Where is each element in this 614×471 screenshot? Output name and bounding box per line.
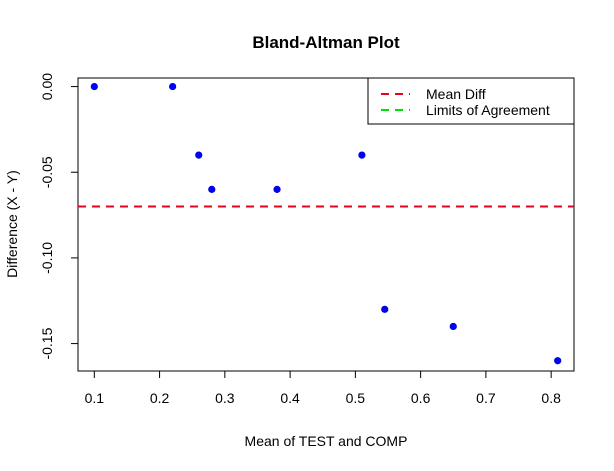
y-tick-label: 0.00 [39,73,55,100]
data-point [90,82,98,91]
y-axis-label: Difference (X - Y) [4,170,20,278]
x-tick-label: 0.7 [476,390,496,406]
y-axis: 0.00 -0.05 -0.10 -0.15 [39,73,78,360]
data-point [358,151,366,159]
x-tick-label: 0.2 [150,390,170,406]
x-tick-label: 0.8 [541,390,561,406]
legend-label: Mean Diff [426,86,486,102]
x-tick-label: 0.6 [411,390,431,406]
legend-label: Limits of Agreement [426,102,550,118]
data-point [208,185,216,193]
y-tick-label: -0.05 [39,156,55,188]
data-points [90,82,562,365]
data-point [449,322,457,331]
data-point [381,305,389,313]
y-tick-label: -0.15 [39,327,55,359]
x-tick-label: 0.1 [85,390,105,406]
x-axis-label: Mean of TEST and COMP [245,433,408,449]
data-point [554,357,562,365]
data-point [195,151,203,159]
plot-area-frame [77,77,575,372]
y-tick-label: -0.10 [39,242,55,274]
chart-title: Bland-Altman Plot [252,33,400,52]
data-point [169,82,177,91]
data-point [273,185,281,193]
x-tick-label: 0.3 [215,390,235,406]
x-tick-label: 0.5 [346,390,366,406]
x-tick-label: 0.4 [280,390,300,406]
x-axis: 0.1 0.2 0.3 0.4 0.5 0.6 0.7 0.8 [85,371,561,406]
legend-box [367,77,575,125]
